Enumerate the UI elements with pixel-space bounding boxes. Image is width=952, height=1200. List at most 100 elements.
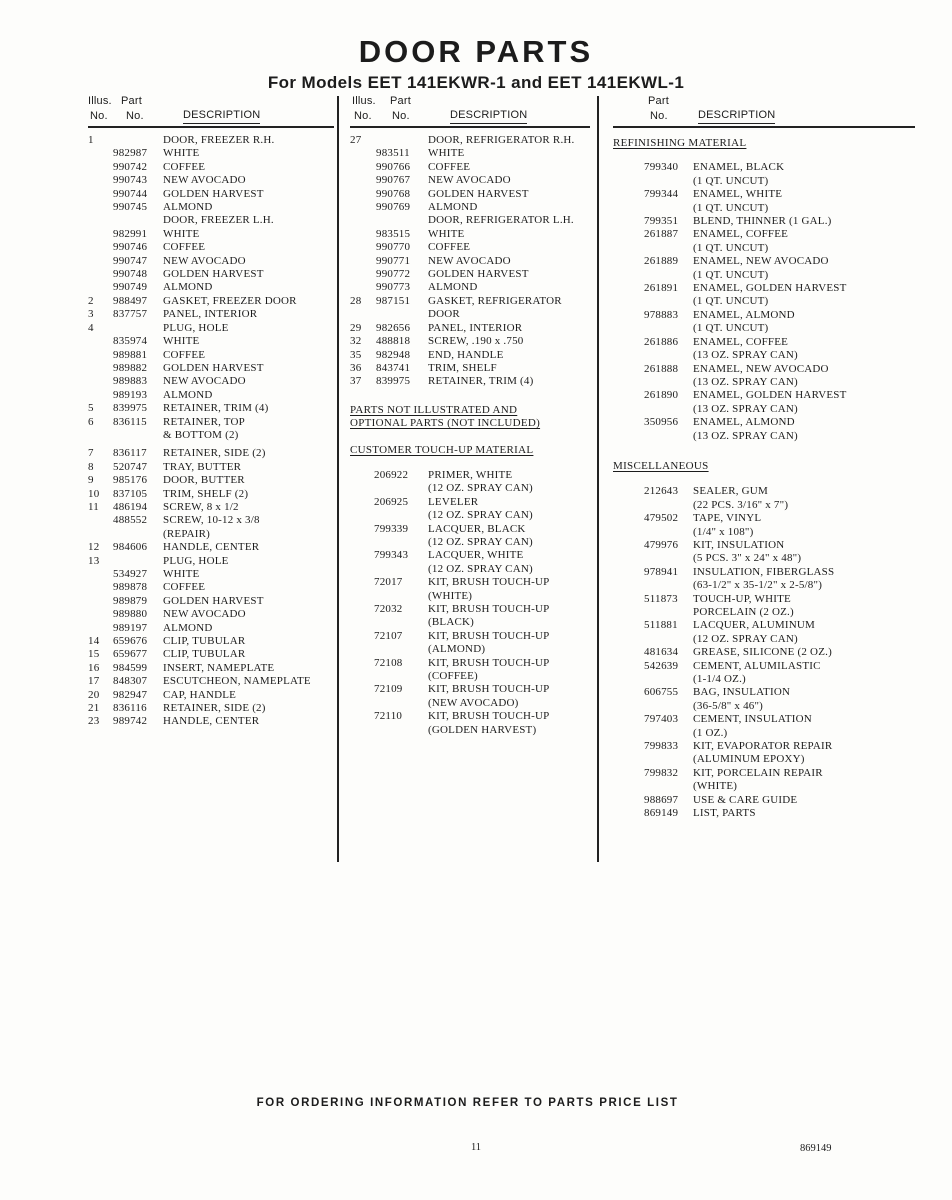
description-cell: (13 OZ. SPRAY CAN) xyxy=(693,349,798,362)
part-no-cell: 350956 xyxy=(644,416,679,429)
illus-no-cell xyxy=(350,201,376,214)
table-row: 23 989742 HANDLE, CENTER xyxy=(88,715,334,728)
description-cell: SCREW, 8 x 1/2 xyxy=(163,500,239,513)
table-row: 799351 BLEND, THINNER (1 GAL.) xyxy=(613,215,915,228)
illus-no-cell: 2 xyxy=(88,294,94,307)
table-row: 479502 TAPE, VINYL xyxy=(613,512,915,525)
table-row: DOOR, FREEZER L.H. xyxy=(88,214,334,227)
description-cell: KIT, BRUSH TOUCH-UP xyxy=(428,576,550,589)
table-row: 511881 LACQUER, ALUMINUM xyxy=(613,619,915,632)
part-no-cell: 511873 xyxy=(644,592,678,605)
illus-no-cell xyxy=(613,646,644,659)
table-row: (5 PCS. 3" x 24" x 48") xyxy=(613,552,915,565)
part-no-cell: 839975 xyxy=(113,402,148,415)
part-no-cell: 488818 xyxy=(376,335,411,348)
description-header: DESCRIPTION xyxy=(450,109,528,125)
table-row: 988697 USE & CARE GUIDE xyxy=(613,794,915,807)
table-row: 978941 INSULATION, FIBERGLASS xyxy=(613,566,915,579)
illus-no-cell xyxy=(350,509,374,522)
illus-no-cell xyxy=(613,727,644,740)
table-row: (1 QT. UNCUT) xyxy=(613,295,915,308)
table-row: (22 PCS. 3/16" x 7") xyxy=(613,499,915,512)
description-cell: USE & CARE GUIDE xyxy=(693,793,798,806)
description-cell: RETAINER, SIDE (2) xyxy=(163,702,266,715)
description-cell: BLEND, THINNER (1 GAL.) xyxy=(693,215,832,228)
table-row: (12 OZ. SPRAY CAN) xyxy=(350,509,590,522)
description-cell: (1 QT. UNCUT) xyxy=(693,268,769,281)
description-cell: KIT, BRUSH TOUCH-UP xyxy=(428,603,550,615)
description-cell: ALMOND xyxy=(163,621,213,634)
part-no-cell xyxy=(376,308,428,321)
description-cell: ENAMEL, NEW AVOCADO xyxy=(693,255,829,268)
illus-no-cell xyxy=(613,322,644,335)
description-cell: ENAMEL, WHITE xyxy=(693,188,783,201)
illus-no-cell xyxy=(613,389,644,402)
description-cell: HANDLE, CENTER xyxy=(163,541,260,554)
illus-no-cell xyxy=(613,309,644,322)
description-cell: ENAMEL, ALMOND xyxy=(693,308,795,321)
part-no-cell: 479502 xyxy=(644,512,679,525)
illus-no-cell xyxy=(613,606,644,619)
illus-no-cell xyxy=(613,713,644,726)
illus-no-cell xyxy=(88,362,113,375)
part-no-cell: 990771 xyxy=(376,254,411,267)
description-cell: COFFEE xyxy=(428,241,471,254)
illus-no-cell xyxy=(350,281,376,294)
description-cell: RETAINER, TRIM (4) xyxy=(163,402,269,415)
part-no-cell: 799340 xyxy=(644,161,679,174)
column-divider xyxy=(337,96,339,862)
part-no-cell: 983515 xyxy=(376,227,411,240)
table-row: 72110 KIT, BRUSH TOUCH-UP xyxy=(350,710,590,723)
illus-no-cell xyxy=(88,147,113,160)
part-no-cell xyxy=(644,579,693,592)
illus-no-cell xyxy=(613,633,644,646)
illus-no-cell xyxy=(613,673,644,686)
part-no-cell: 836117 xyxy=(113,447,147,460)
part-no-cell xyxy=(644,349,693,362)
table-row: (COFFEE) xyxy=(350,670,590,683)
table-row: 990742 COFFEE xyxy=(88,161,334,174)
illus-no-cell xyxy=(613,579,644,592)
illus-no-cell xyxy=(350,657,374,670)
table-row: (12 OZ. SPRAY CAN) xyxy=(350,563,590,576)
description-cell: GOLDEN HARVEST xyxy=(163,361,264,374)
table-header: Illus. Part No. No. DESCRIPTION xyxy=(88,95,334,128)
table-row: 15 659677 CLIP, TUBULAR xyxy=(88,648,334,661)
part-no-cell: 982991 xyxy=(113,227,148,240)
illus-no-cell xyxy=(613,188,644,201)
description-cell: COFFEE xyxy=(163,348,206,361)
table-row: 37 839975 RETAINER, TRIM (4) xyxy=(350,375,590,388)
illus-no-cell: 6 xyxy=(88,415,94,428)
part-no-cell xyxy=(644,242,693,255)
illus-no-cell xyxy=(613,175,644,188)
description-cell: NEW AVOCADO xyxy=(163,608,246,621)
description-cell: KIT, PORCELAIN REPAIR xyxy=(693,766,823,779)
illus-no-cell: 8 xyxy=(88,460,94,473)
column-divider xyxy=(597,96,599,862)
part-no-cell: 72107 xyxy=(374,629,403,642)
no-header: No. xyxy=(126,110,144,122)
table-row: 989193 ALMOND xyxy=(88,389,334,402)
table-row: (13 OZ. SPRAY CAN) xyxy=(613,376,915,389)
illus-no-cell: 4 xyxy=(88,321,94,334)
table-row: 978883 ENAMEL, ALMOND xyxy=(613,309,915,322)
description-cell: KIT, BRUSH TOUCH-UP xyxy=(428,656,550,669)
table-row: (WHITE) xyxy=(613,780,915,793)
illus-no-cell xyxy=(350,697,374,710)
part-no-cell: 206922 xyxy=(374,468,409,481)
illus-no-cell xyxy=(350,724,374,737)
refrigerator-door-rows: 27 DOOR, REFRIGERATOR R.H. 983511 WHITE … xyxy=(350,134,590,389)
part-no-cell: 990766 xyxy=(376,160,411,173)
part-no-cell: 989883 xyxy=(113,375,148,388)
illus-no-cell: 29 xyxy=(350,321,362,334)
table-row: (NEW AVOCADO) xyxy=(350,697,590,710)
illus-no-cell: 17 xyxy=(88,675,100,688)
illus-no-cell xyxy=(350,174,376,187)
part-no-cell: 989193 xyxy=(113,388,148,401)
illus-no-cell xyxy=(613,566,644,579)
table-row: 72032 KIT, BRUSH TOUCH-UP xyxy=(350,603,590,616)
part-no-cell xyxy=(644,376,693,389)
illus-no-cell xyxy=(613,753,644,766)
part-no-cell: 982948 xyxy=(376,348,411,361)
no-header: No. xyxy=(392,110,410,122)
